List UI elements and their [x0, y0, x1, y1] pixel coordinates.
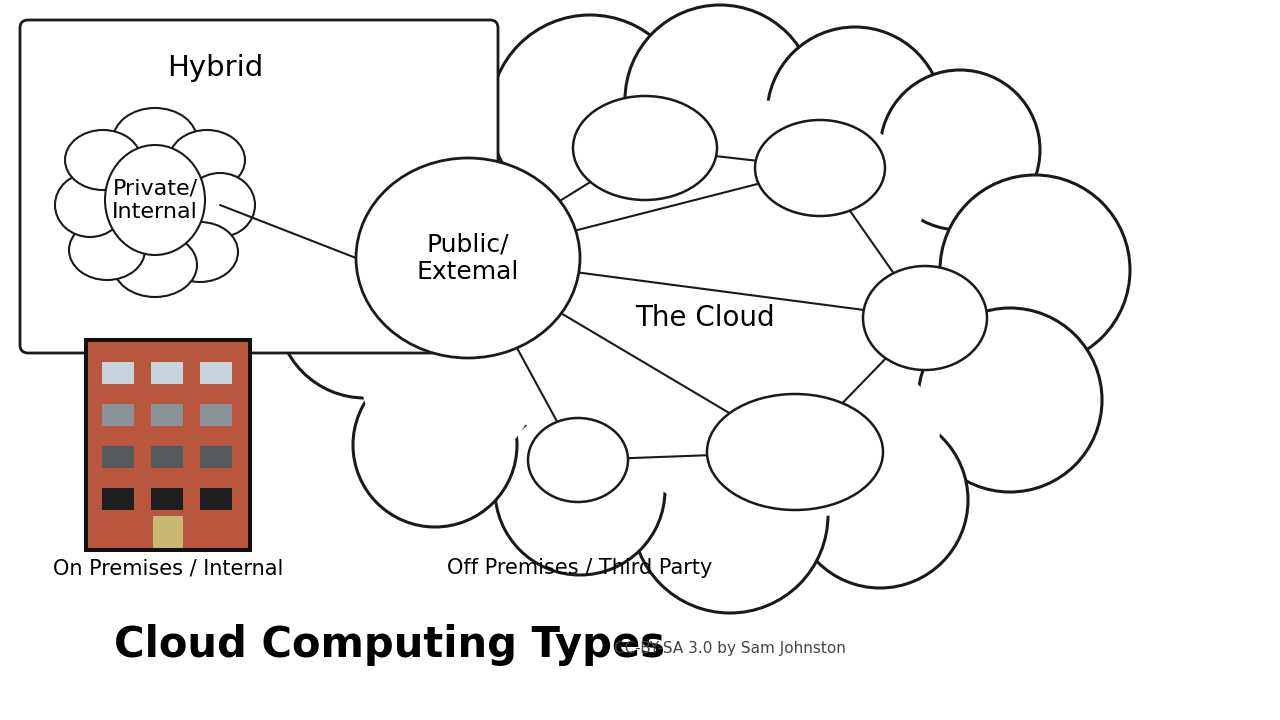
Ellipse shape: [440, 145, 860, 455]
Bar: [200, 488, 232, 510]
Circle shape: [940, 175, 1130, 365]
Bar: [102, 404, 134, 426]
Circle shape: [625, 5, 815, 195]
Bar: [84, 338, 252, 552]
Circle shape: [353, 363, 517, 527]
Circle shape: [632, 417, 828, 613]
Bar: [151, 404, 183, 426]
Bar: [200, 362, 232, 384]
Ellipse shape: [55, 173, 125, 237]
Circle shape: [792, 412, 968, 588]
Ellipse shape: [529, 418, 628, 502]
Circle shape: [310, 90, 470, 250]
Circle shape: [625, 5, 815, 195]
Ellipse shape: [65, 130, 141, 190]
Text: CC-BY-SA 3.0 by Sam Johnston: CC-BY-SA 3.0 by Sam Johnston: [614, 641, 846, 655]
Circle shape: [490, 15, 690, 215]
Text: On Premises / Internal: On Premises / Internal: [52, 558, 283, 578]
Circle shape: [767, 27, 943, 203]
Bar: [151, 362, 183, 384]
Ellipse shape: [573, 96, 717, 200]
Text: Public/
Extemal: Public/ Extemal: [417, 232, 520, 284]
Ellipse shape: [186, 173, 255, 237]
Bar: [88, 342, 248, 548]
Ellipse shape: [65, 130, 141, 190]
Circle shape: [881, 70, 1039, 230]
Circle shape: [632, 417, 828, 613]
Bar: [102, 488, 134, 510]
Circle shape: [276, 222, 453, 398]
Circle shape: [353, 363, 517, 527]
Bar: [200, 404, 232, 426]
Ellipse shape: [360, 270, 540, 470]
Ellipse shape: [105, 145, 205, 255]
Bar: [154, 516, 183, 548]
Text: The Cloud: The Cloud: [635, 304, 774, 332]
Text: Off Premises / Third Party: Off Premises / Third Party: [447, 558, 713, 578]
Ellipse shape: [113, 108, 197, 172]
Ellipse shape: [163, 222, 238, 282]
Circle shape: [918, 308, 1102, 492]
Circle shape: [490, 15, 690, 215]
Ellipse shape: [575, 100, 925, 300]
Text: Hybrid: Hybrid: [166, 54, 264, 82]
Ellipse shape: [69, 220, 145, 280]
Bar: [200, 446, 232, 468]
Ellipse shape: [163, 222, 238, 282]
Circle shape: [918, 308, 1102, 492]
Bar: [151, 488, 183, 510]
Ellipse shape: [113, 233, 197, 297]
Ellipse shape: [69, 220, 145, 280]
Circle shape: [310, 90, 470, 250]
Ellipse shape: [55, 173, 125, 237]
FancyBboxPatch shape: [20, 20, 498, 353]
Ellipse shape: [105, 145, 205, 255]
Ellipse shape: [113, 233, 197, 297]
Ellipse shape: [113, 108, 197, 172]
Ellipse shape: [863, 266, 987, 370]
Ellipse shape: [169, 130, 244, 190]
Bar: [151, 446, 183, 468]
Bar: [102, 446, 134, 468]
Ellipse shape: [620, 340, 940, 520]
Text: Cloud Computing Types: Cloud Computing Types: [114, 624, 666, 666]
Circle shape: [792, 412, 968, 588]
Circle shape: [940, 175, 1130, 365]
Circle shape: [346, 130, 655, 440]
Circle shape: [767, 27, 943, 203]
Text: Private/
Internal: Private/ Internal: [113, 179, 198, 222]
Ellipse shape: [755, 120, 884, 216]
Ellipse shape: [707, 394, 883, 510]
Circle shape: [495, 405, 666, 575]
Circle shape: [881, 70, 1039, 230]
Bar: [102, 362, 134, 384]
Ellipse shape: [110, 155, 200, 245]
Circle shape: [276, 222, 453, 398]
Circle shape: [346, 130, 655, 440]
Ellipse shape: [186, 173, 255, 237]
Ellipse shape: [356, 158, 580, 358]
Ellipse shape: [169, 130, 244, 190]
Circle shape: [495, 405, 666, 575]
